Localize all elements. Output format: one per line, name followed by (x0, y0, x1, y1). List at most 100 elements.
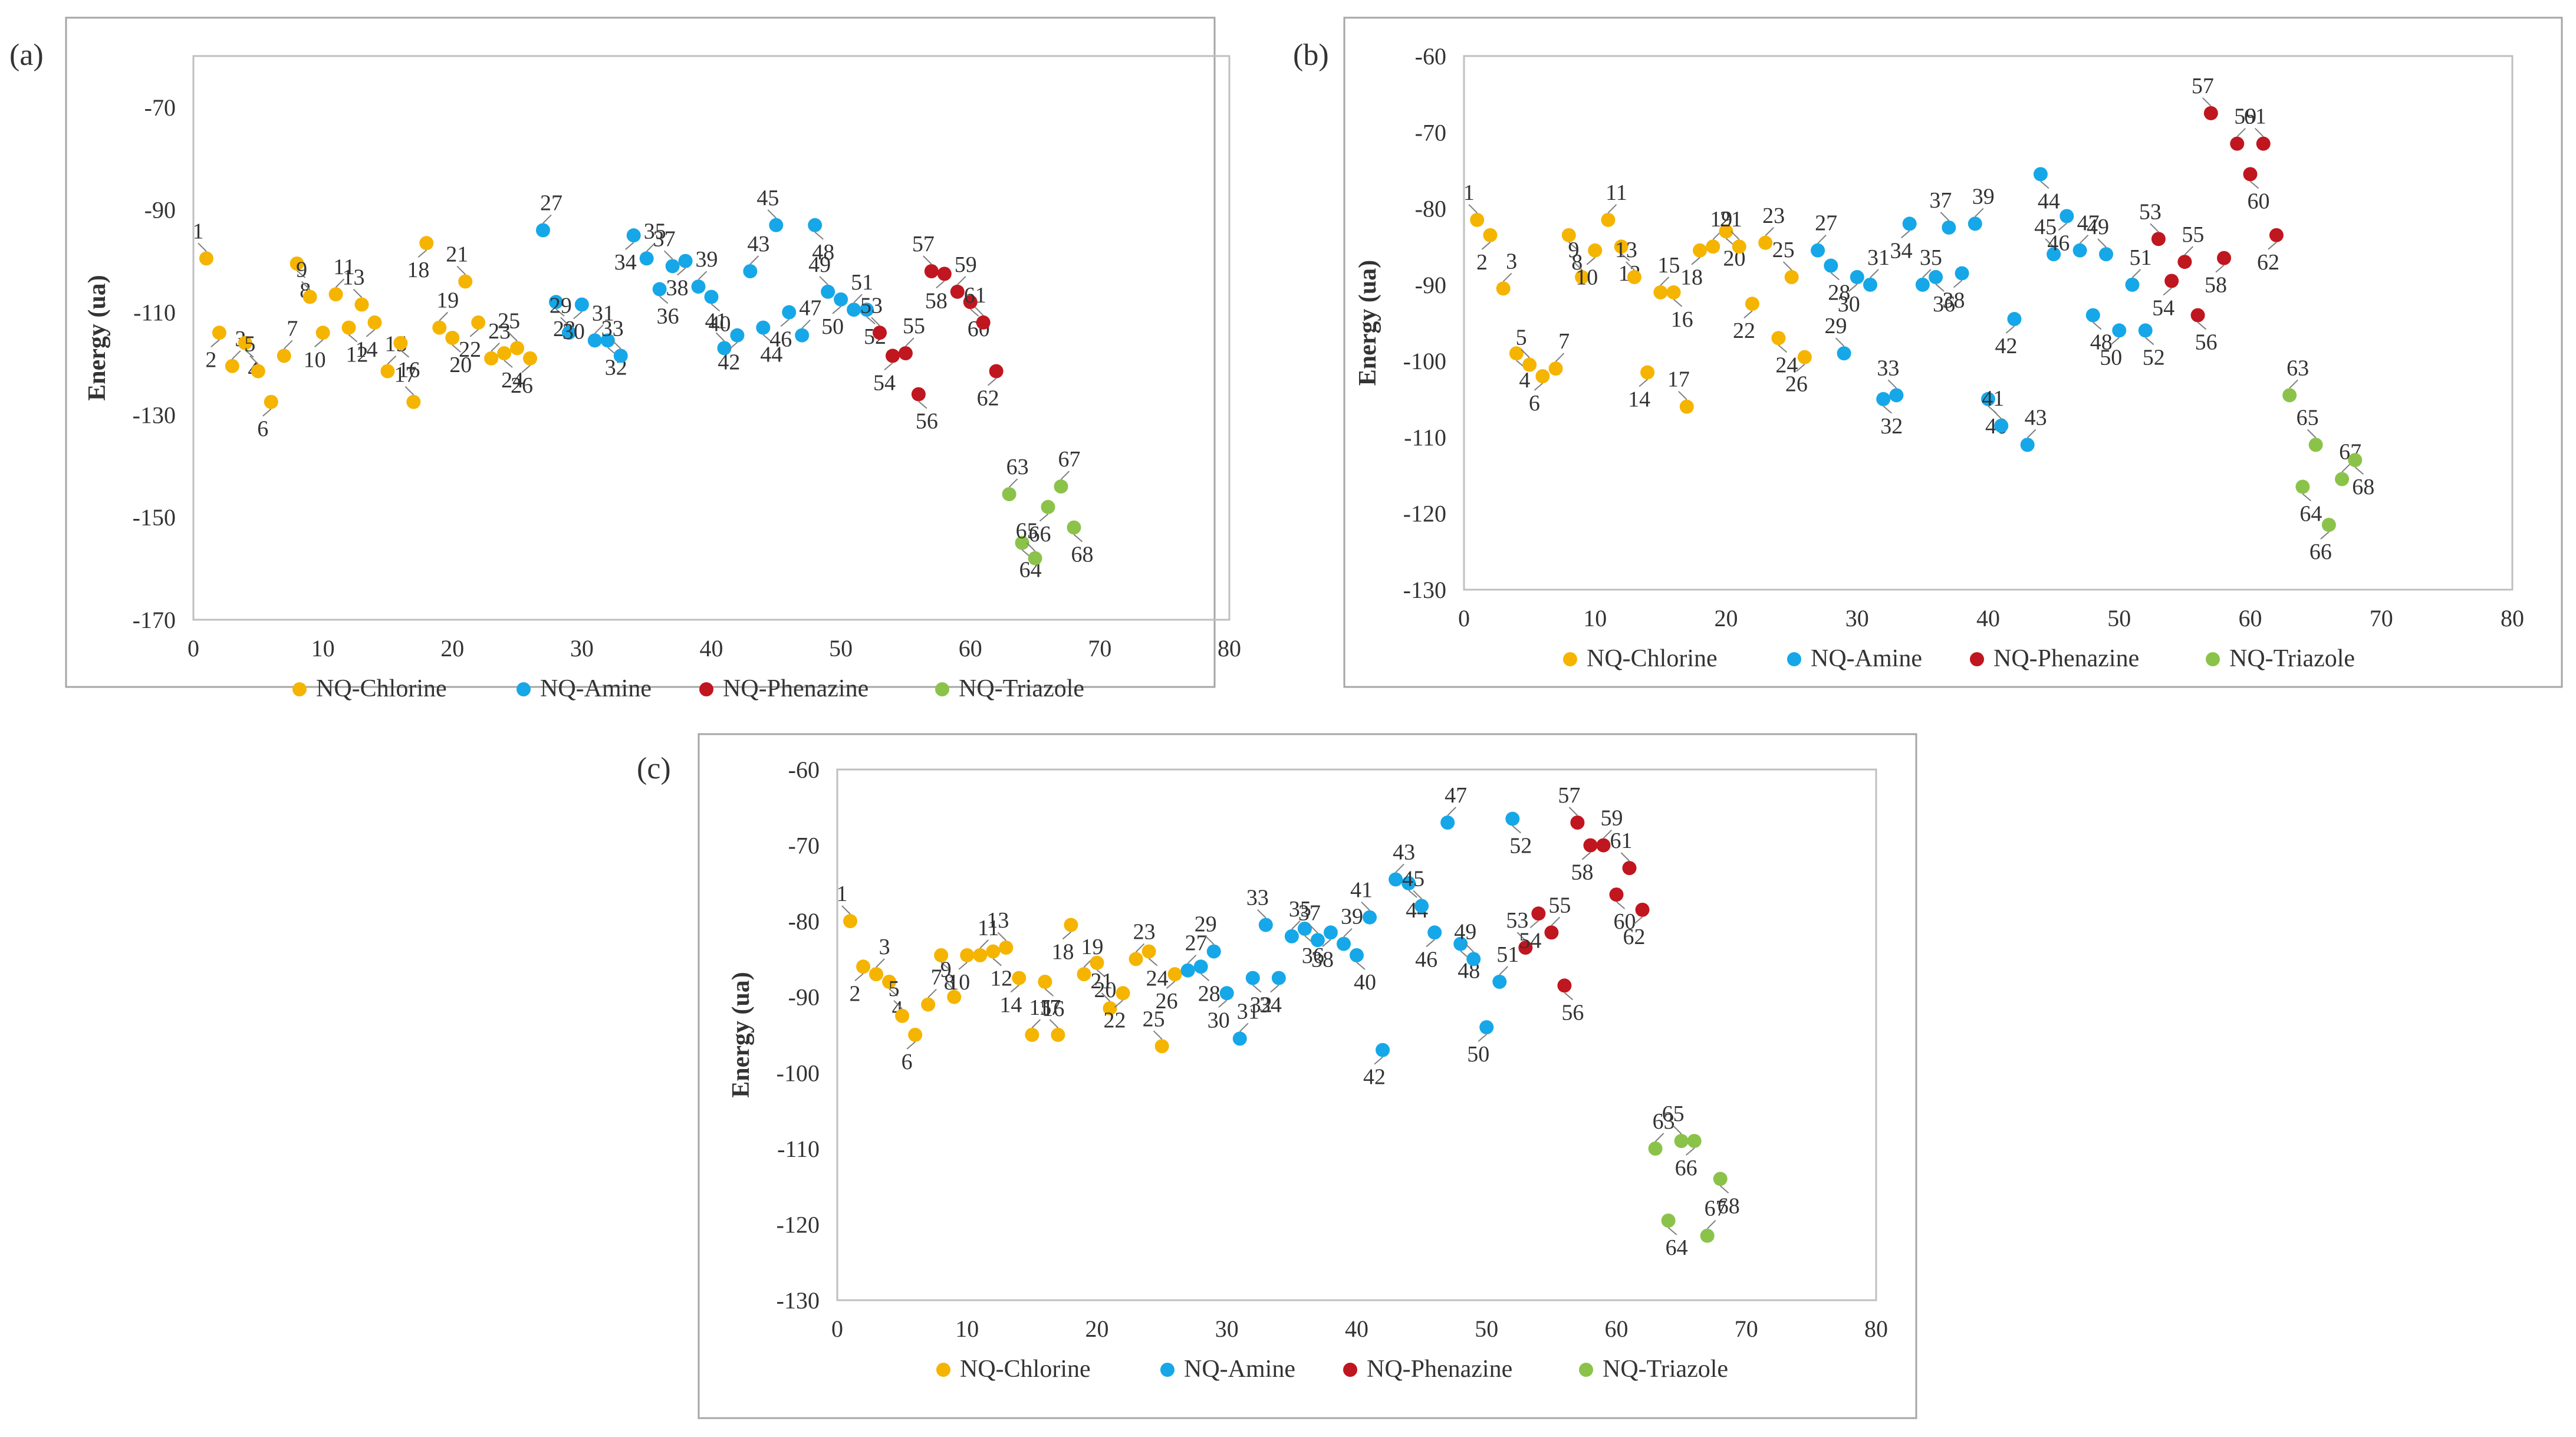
leader-line (1153, 1030, 1163, 1040)
data-point (1693, 243, 1708, 258)
leader-line (542, 214, 552, 224)
data-point (2243, 167, 2258, 182)
data-label: 11 (333, 255, 355, 279)
data-point (1077, 967, 1091, 982)
data-point (924, 264, 939, 279)
data-point (1706, 239, 1720, 254)
data-label: 43 (1393, 840, 1415, 864)
leader-line (1049, 1019, 1059, 1028)
x-tick-label: 60 (2239, 605, 2262, 632)
data-label: 23 (1762, 203, 1785, 228)
data-label: 22 (459, 337, 481, 362)
legend-item: NQ-Phenazine (1343, 1356, 1512, 1383)
leader-line (923, 255, 932, 265)
data-label: 32 (1250, 993, 1272, 1018)
leader-line (1395, 863, 1404, 873)
data-point (1505, 811, 1520, 826)
data-label: 32 (1880, 414, 1903, 439)
data-label: 9 (296, 257, 307, 282)
data-label: 62 (1623, 925, 1646, 949)
leader-line (905, 337, 914, 347)
leader-line (249, 355, 259, 365)
data-point (341, 320, 356, 335)
data-point (1687, 1134, 1702, 1148)
data-label: 58 (2205, 273, 2227, 298)
leader-line (555, 308, 565, 317)
leader-line (1607, 204, 1617, 213)
x-tick-label: 10 (955, 1316, 979, 1342)
leader-line (1621, 253, 1630, 261)
data-point (639, 251, 654, 266)
data-point (1609, 887, 1624, 902)
data-point (1588, 243, 1603, 258)
data-label: 31 (1237, 999, 1259, 1024)
x-tick-label: 80 (2501, 605, 2524, 632)
data-point (1640, 365, 1655, 380)
leader-line (1010, 984, 1020, 993)
data-point (895, 1008, 910, 1023)
data-point (1570, 815, 1585, 830)
leader-line (1356, 962, 1366, 970)
legend-item: NQ-Triazole (2206, 645, 2355, 672)
data-point (380, 364, 395, 379)
data-label: 47 (2077, 211, 2100, 236)
leader-line (1586, 257, 1595, 265)
data-point (1258, 918, 1273, 932)
legend-item: NQ-Phenazine (699, 675, 868, 702)
leader-line (1817, 234, 1827, 244)
data-point (2099, 247, 2114, 262)
data-point (973, 948, 988, 962)
legend-marker (292, 682, 307, 696)
legend-marker (516, 682, 531, 696)
data-point (1614, 239, 1628, 254)
leader-line (1408, 890, 1417, 898)
data-label: 16 (397, 358, 420, 383)
x-tick-label: 30 (1215, 1316, 1239, 1342)
x-tick-label: 40 (700, 635, 723, 662)
data-label: 19 (436, 288, 459, 313)
leader-line (2150, 223, 2159, 232)
data-point (2217, 251, 2232, 265)
data-label: 67 (1705, 1196, 1727, 1221)
x-tick-label: 70 (1735, 1316, 1758, 1342)
data-point (1297, 922, 1312, 936)
data-label: 17 (1667, 367, 1690, 392)
x-tick-label: 60 (1605, 1316, 1628, 1342)
data-label: 38 (666, 276, 689, 301)
y-tick-label: -80 (788, 908, 820, 935)
legend-marker (1160, 1363, 1175, 1377)
data-label: 38 (1943, 288, 1965, 313)
legend-label: NQ-Amine (1184, 1356, 1295, 1383)
data-label: 62 (977, 386, 999, 410)
data-label: 63 (1653, 1109, 1675, 1134)
data-label: 15 (1029, 995, 1051, 1020)
leader-line (2005, 325, 2015, 334)
y-tick-label: -150 (133, 504, 176, 531)
data-point (1012, 971, 1027, 985)
data-label: 9 (1568, 238, 1580, 262)
leader-line (710, 303, 721, 312)
data-label: 33 (1246, 886, 1269, 910)
data-point (1596, 838, 1611, 853)
y-tick-label: -80 (1415, 196, 1446, 222)
x-tick-label: 50 (829, 635, 853, 662)
data-label: 27 (540, 190, 562, 215)
data-label: 12 (346, 343, 369, 367)
data-point (1915, 277, 1930, 292)
data-point (921, 997, 936, 1012)
leader-line (1720, 1185, 1729, 1194)
data-label: 41 (705, 308, 727, 333)
data-label: 35 (1920, 245, 1942, 270)
legend-marker (935, 682, 949, 696)
leader-line (1551, 916, 1561, 926)
leader-line (1426, 939, 1435, 948)
data-label: 30 (562, 320, 585, 344)
data-label: 36 (657, 304, 679, 328)
data-label: 65 (1662, 1101, 1685, 1126)
data-label: 1 (1463, 180, 1475, 205)
data-point (1837, 346, 1851, 361)
data-point (1245, 971, 1260, 985)
leader-line (1706, 1220, 1716, 1229)
